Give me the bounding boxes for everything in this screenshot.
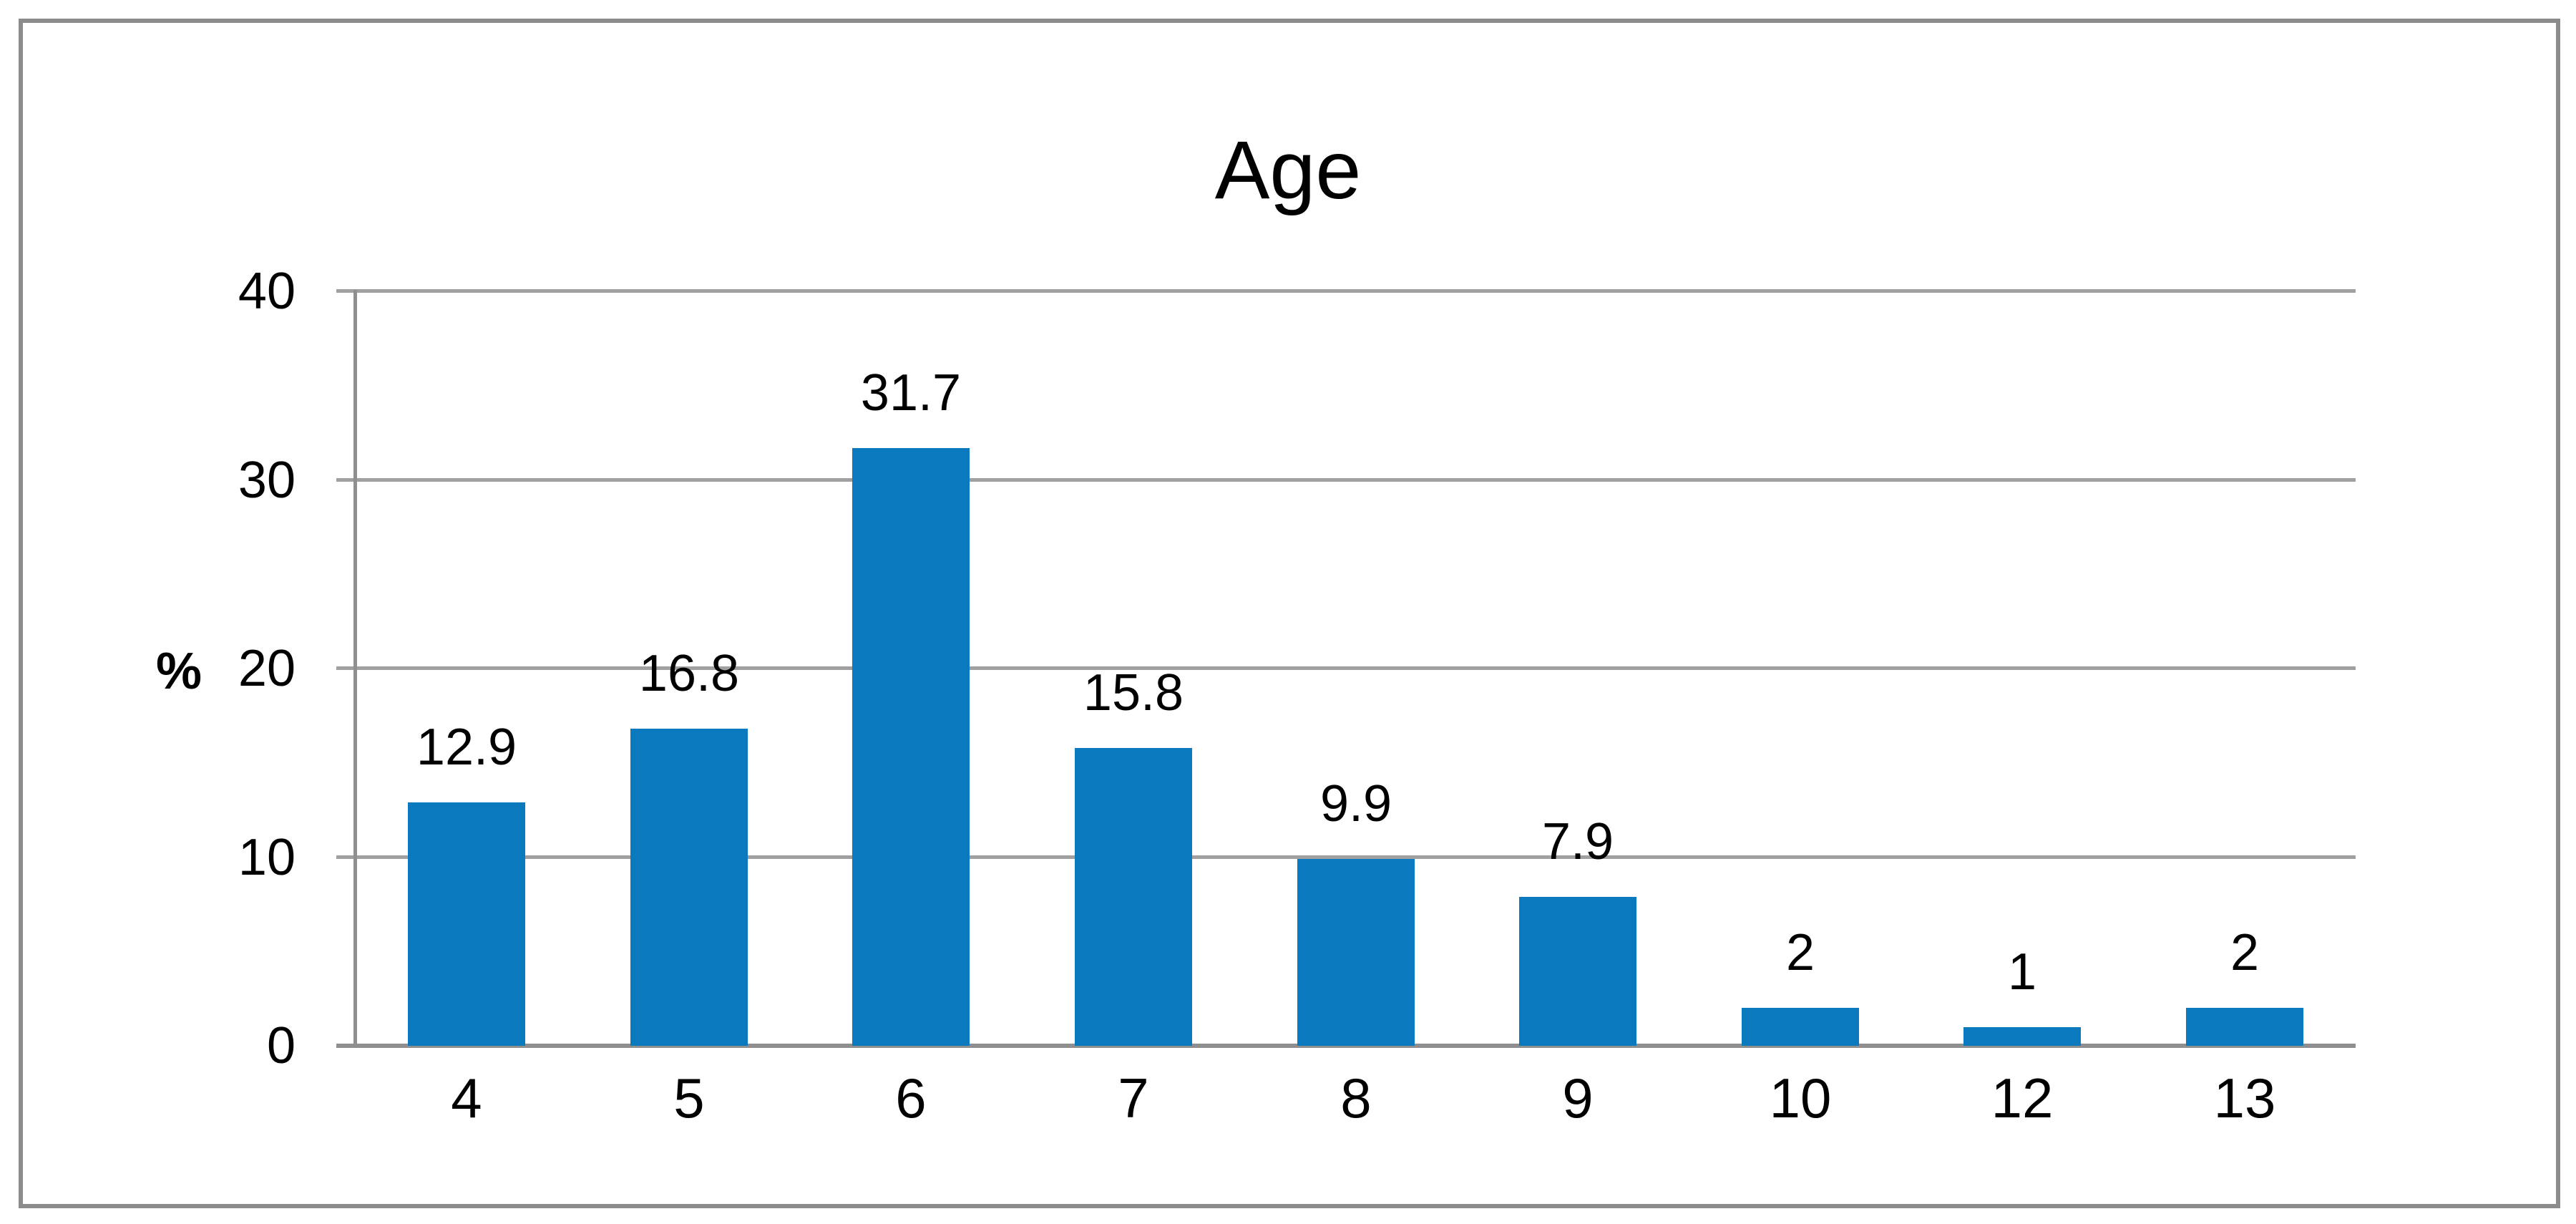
bar-age-12 xyxy=(1963,1027,2081,1046)
bar-age-13 xyxy=(2186,1008,2303,1046)
y-axis-line xyxy=(353,290,357,1048)
x-tick-label-age-9: 9 xyxy=(1562,1067,1594,1130)
bar-age-8 xyxy=(1297,859,1415,1046)
bar-age-9 xyxy=(1519,897,1636,1046)
y-tick-mark-10 xyxy=(336,855,356,859)
x-tick-label-age-5: 5 xyxy=(673,1067,705,1130)
bar-value-label-age-5: 16.8 xyxy=(638,645,740,702)
x-tick-label-age-10: 10 xyxy=(1769,1067,1832,1130)
y-tick-label-0: 0 xyxy=(266,1017,296,1074)
x-tick-label-age-12: 12 xyxy=(1991,1067,2054,1130)
bar-value-label-age-9: 7.9 xyxy=(1541,813,1614,870)
x-tick-label-age-4: 4 xyxy=(451,1067,482,1130)
bar-value-label-age-7: 15.8 xyxy=(1083,664,1184,722)
y-tick-label-40: 40 xyxy=(238,263,296,320)
bar-value-label-age-10: 2 xyxy=(1785,924,1815,981)
bar-age-7 xyxy=(1075,748,1192,1046)
y-tick-mark-30 xyxy=(336,477,356,482)
bar-value-label-age-4: 12.9 xyxy=(416,719,517,776)
gridline-y-40 xyxy=(356,289,2356,293)
bar-age-6 xyxy=(852,448,970,1046)
x-tick-label-age-8: 8 xyxy=(1340,1067,1372,1130)
bar-age-4 xyxy=(408,802,525,1046)
y-tick-label-30: 30 xyxy=(238,451,296,509)
bar-age-5 xyxy=(630,729,748,1046)
bar-age-10 xyxy=(1742,1008,1859,1046)
x-tick-label-age-13: 13 xyxy=(2213,1067,2276,1130)
y-tick-label-10: 10 xyxy=(238,828,296,886)
x-tick-label-age-6: 6 xyxy=(895,1067,927,1130)
gridline-y-10 xyxy=(356,855,2356,859)
gridline-y-20 xyxy=(356,666,2356,670)
bar-value-label-age-6: 31.7 xyxy=(860,364,962,422)
bar-value-label-age-8: 9.9 xyxy=(1319,775,1392,832)
bar-value-label-age-13: 2 xyxy=(2230,924,2260,981)
gridline-y-30 xyxy=(356,477,2356,482)
y-axis-title: % xyxy=(155,643,203,700)
y-tick-mark-20 xyxy=(336,666,356,670)
bar-value-label-age-12: 1 xyxy=(2007,943,2037,1001)
x-axis-line xyxy=(336,1044,2356,1048)
chart-title: Age xyxy=(1214,125,1362,216)
y-tick-mark-40 xyxy=(336,289,356,293)
y-tick-label-20: 20 xyxy=(238,640,296,697)
x-tick-label-age-7: 7 xyxy=(1118,1067,1149,1130)
